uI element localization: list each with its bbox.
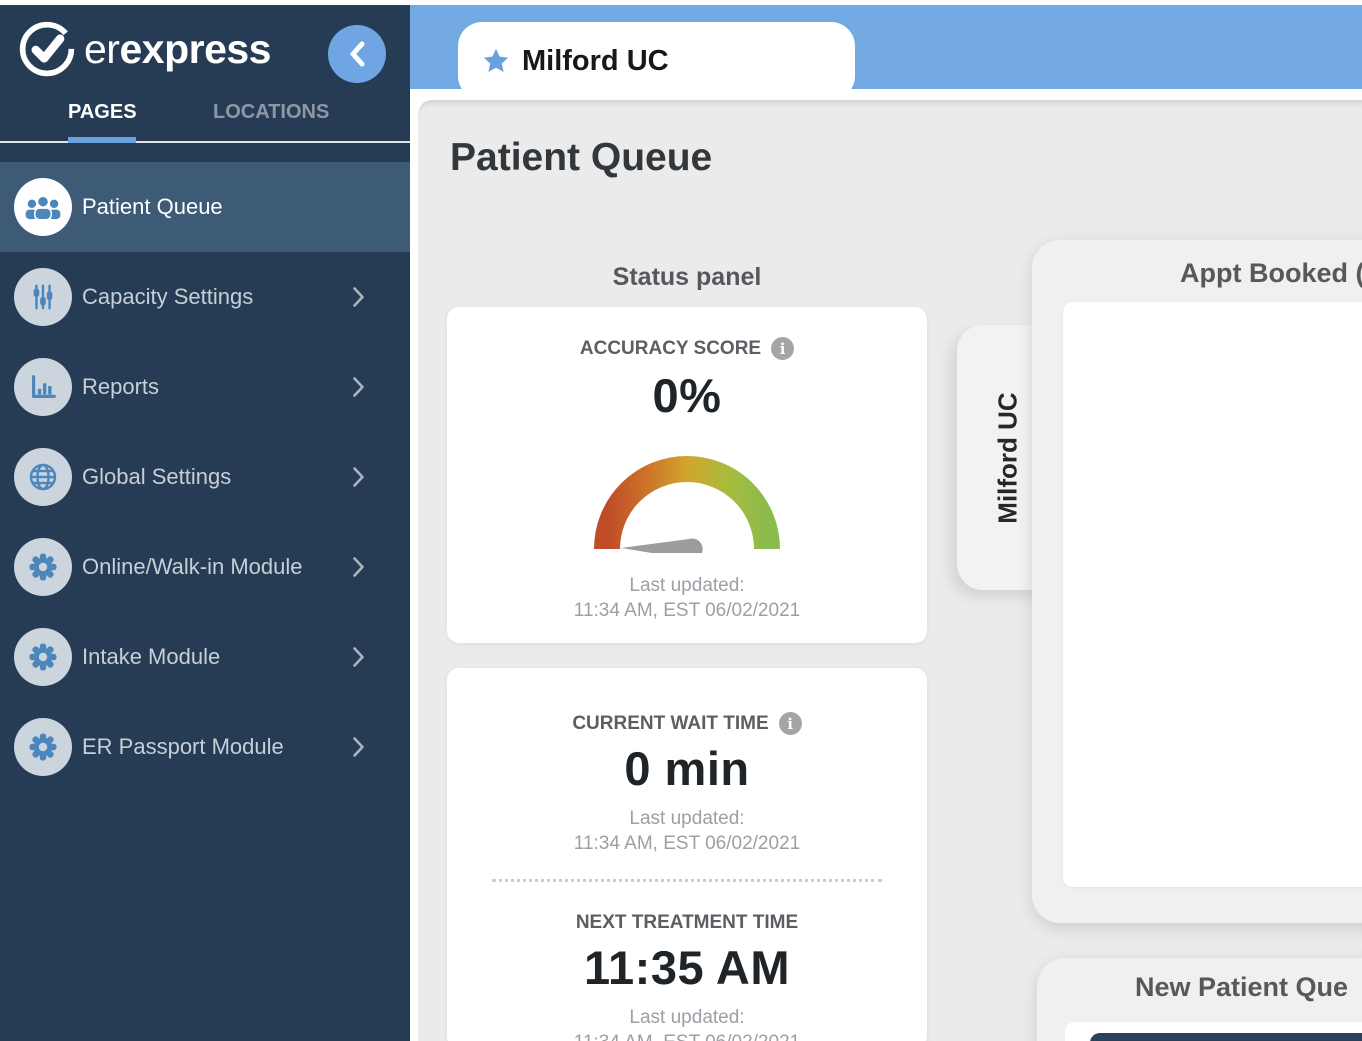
sidebar: erexpress PAGES LOCATIONS xyxy=(0,5,410,1041)
sidebar-item-label: Capacity Settings xyxy=(82,284,254,309)
next-treatment-time-value: 11:35 AM xyxy=(583,941,791,994)
info-icon[interactable]: i xyxy=(778,712,802,735)
logo-row: erexpress xyxy=(0,5,410,95)
users-icon xyxy=(14,178,72,236)
sidebar-item-intake-module[interactable]: Intake Module xyxy=(0,612,410,702)
main-content: Patient Queue Status panel ACCURACY SCOR… xyxy=(418,100,1362,1041)
page-title: Patient Queue xyxy=(450,136,713,179)
chevron-right-icon xyxy=(352,736,365,758)
sidebar-menu: Patient Queue Capacity Settings xyxy=(0,162,410,792)
gear-icon xyxy=(14,538,72,596)
sidebar-item-reports[interactable]: Reports xyxy=(0,342,410,432)
wait-time-card: CURRENT WAIT TIME i 0 min Last updated: … xyxy=(447,668,927,1041)
location-tab-label: Milford UC xyxy=(522,44,669,77)
location-tab-milford-uc[interactable]: Milford UC xyxy=(458,22,855,100)
sidebar-collapse-button[interactable] xyxy=(328,25,386,83)
gear-icon xyxy=(14,628,72,686)
status-panel-heading: Status panel xyxy=(612,263,762,291)
gauge-needle xyxy=(621,538,703,553)
dotted-divider xyxy=(492,879,882,882)
star-icon xyxy=(483,48,509,72)
new-patient-queue-panel-title: New Patient Que xyxy=(1135,972,1349,1002)
tabs-divider xyxy=(0,141,410,143)
chevron-right-icon xyxy=(352,556,365,578)
info-icon[interactable]: i xyxy=(771,337,795,360)
last-updated-label: Last updated: xyxy=(629,575,745,596)
last-updated-label: Last updated: xyxy=(629,1007,745,1028)
sidebar-item-global-settings[interactable]: Global Settings xyxy=(0,432,410,522)
accuracy-score-label: ACCURACY SCORE xyxy=(579,337,762,359)
bar-chart-icon xyxy=(14,358,72,416)
erexpress-clock-check-icon xyxy=(19,21,75,77)
sidebar-item-online-walkin-module[interactable]: Online/Walk-in Module xyxy=(0,522,410,612)
sidebar-item-label: Reports xyxy=(82,374,160,399)
active-tab-underline xyxy=(68,137,136,143)
last-updated-timestamp: 11:34 AM, EST 06/02/2021 xyxy=(573,600,801,621)
location-side-tab-label: Milford UC xyxy=(992,391,1023,524)
sidebar-item-capacity-settings[interactable]: Capacity Settings xyxy=(0,252,410,342)
current-wait-time-label: CURRENT WAIT TIME xyxy=(572,712,769,734)
chevron-left-icon xyxy=(350,41,365,67)
gear-icon xyxy=(14,718,72,776)
new-patient-queue-table-header xyxy=(1090,1033,1362,1041)
appt-booked-list xyxy=(1063,302,1362,887)
sidebar-item-label: Global Settings xyxy=(82,464,232,489)
last-updated-timestamp: 11:34 AM, EST 06/02/2021 xyxy=(573,833,801,854)
logo-wordmark: erexpress xyxy=(84,26,271,72)
chevron-right-icon xyxy=(352,376,365,398)
globe-icon xyxy=(14,448,72,506)
tab-pages[interactable]: PAGES xyxy=(68,101,137,123)
sidebar-tabs: PAGES LOCATIONS xyxy=(0,97,410,147)
accuracy-score-card: ACCURACY SCORE i 0% xyxy=(447,307,927,643)
appt-booked-panel-title: Appt Booked ( xyxy=(1180,258,1362,288)
new-patient-queue-panel: New Patient Que xyxy=(1037,958,1362,1041)
sliders-icon xyxy=(14,268,72,326)
chevron-right-icon xyxy=(352,286,365,308)
sidebar-item-label: ER Passport Module xyxy=(82,734,284,759)
tab-locations[interactable]: LOCATIONS xyxy=(213,101,330,123)
next-treatment-time-label: NEXT TREATMENT TIME xyxy=(575,912,799,933)
new-patient-queue-card xyxy=(1065,1022,1362,1041)
accuracy-gauge xyxy=(594,456,780,553)
sidebar-item-patient-queue[interactable]: Patient Queue xyxy=(0,162,410,252)
chevron-right-icon xyxy=(352,466,365,488)
sidebar-item-label: Online/Walk-in Module xyxy=(82,554,303,579)
sidebar-item-er-passport-module[interactable]: ER Passport Module xyxy=(0,702,410,792)
chevron-right-icon xyxy=(352,646,365,668)
appt-booked-panel: Appt Booked ( xyxy=(1032,240,1362,923)
last-updated-timestamp: 11:34 AM, EST 06/02/2021 xyxy=(574,1032,800,1041)
sidebar-item-label: Intake Module xyxy=(82,644,221,669)
current-wait-time-value: 0 min xyxy=(624,742,750,795)
accuracy-score-value: 0% xyxy=(652,369,722,422)
sidebar-item-label: Patient Queue xyxy=(82,194,223,219)
last-updated-label: Last updated: xyxy=(629,808,745,829)
